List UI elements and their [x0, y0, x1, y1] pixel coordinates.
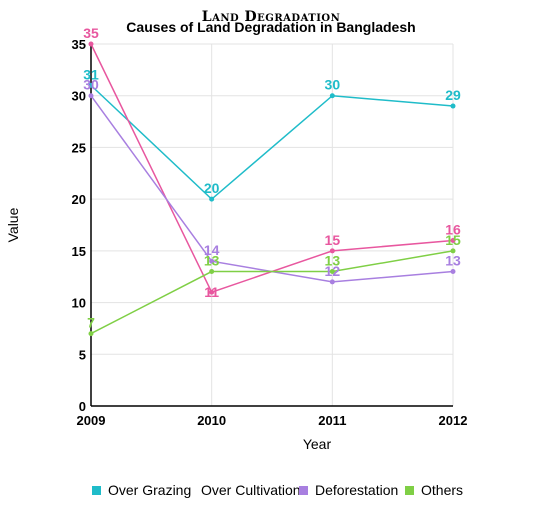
- data-label: 13: [445, 253, 461, 269]
- data-label: 29: [445, 87, 461, 103]
- data-point: [88, 93, 94, 99]
- y-tick-label: 25: [72, 140, 86, 155]
- data-label: 16: [445, 222, 461, 238]
- y-tick-label: 0: [79, 399, 86, 414]
- legend-item: Deforestation: [299, 482, 405, 498]
- data-label: 30: [325, 77, 341, 93]
- data-label: 14: [204, 242, 220, 258]
- data-point: [88, 82, 94, 88]
- series-line: [90, 95, 454, 283]
- x-tick-label: 2010: [197, 413, 226, 428]
- legend: Over Grazing Over Cultivation Deforestatio…: [92, 482, 475, 498]
- y-tick-label: 10: [72, 296, 86, 311]
- y-axis-title: Value: [5, 207, 21, 242]
- legend-item: Over Cultivation: [194, 482, 301, 498]
- data-point: [209, 258, 215, 264]
- legend-label: Over Cultivation: [201, 482, 301, 498]
- legend-item: Over Grazing: [92, 482, 194, 498]
- data-point: [329, 269, 335, 275]
- x-tick-label: 2009: [77, 413, 106, 428]
- data-point: [450, 269, 456, 275]
- data-point: [450, 103, 456, 109]
- data-point: [329, 279, 335, 285]
- data-label: 12: [325, 263, 341, 279]
- data-label: 30: [83, 77, 99, 93]
- chart-supertitle: Land Degradation: [201, 9, 341, 25]
- y-tick-label: 35: [72, 37, 86, 52]
- data-label: 35: [83, 25, 99, 41]
- legend-label: Deforestation: [315, 482, 399, 498]
- legend-label: Over Grazing: [108, 482, 192, 498]
- x-axis-title: Year: [303, 436, 332, 452]
- legend-swatch: [405, 485, 414, 495]
- data-point: [209, 269, 215, 275]
- data-label: 20: [204, 180, 220, 196]
- data-label: 15: [325, 232, 341, 248]
- data-label: 11: [204, 284, 219, 300]
- series-line: [90, 43, 454, 294]
- chart-title: Causes of Land Degradation in Bangladesh: [126, 19, 416, 35]
- data-point: [329, 248, 335, 254]
- legend-swatch: [299, 485, 308, 495]
- y-tick-label: 5: [79, 347, 86, 362]
- data-point: [329, 93, 335, 99]
- data-point: [450, 238, 456, 244]
- data-point: [88, 41, 94, 47]
- data-point: [450, 248, 456, 254]
- legend-label: Others: [421, 482, 464, 498]
- data-label: 7: [87, 315, 95, 331]
- data-label: 13: [204, 253, 220, 269]
- x-tick-label: 2011: [318, 413, 346, 428]
- data-label: 13: [325, 253, 341, 269]
- data-point: [209, 196, 215, 202]
- data-label: 31: [83, 66, 99, 82]
- data-point: [209, 289, 215, 295]
- x-tick-label: 2012: [439, 413, 468, 428]
- y-tick-label: 15: [72, 244, 86, 259]
- data-point: [88, 331, 94, 337]
- legend-swatch: [92, 485, 101, 495]
- y-tick-label: 30: [72, 89, 86, 104]
- y-tick-label: 20: [72, 192, 86, 207]
- data-label: 15: [445, 232, 461, 248]
- series-line: [90, 250, 454, 335]
- series-line: [90, 84, 454, 201]
- legend-item: Others: [405, 482, 475, 498]
